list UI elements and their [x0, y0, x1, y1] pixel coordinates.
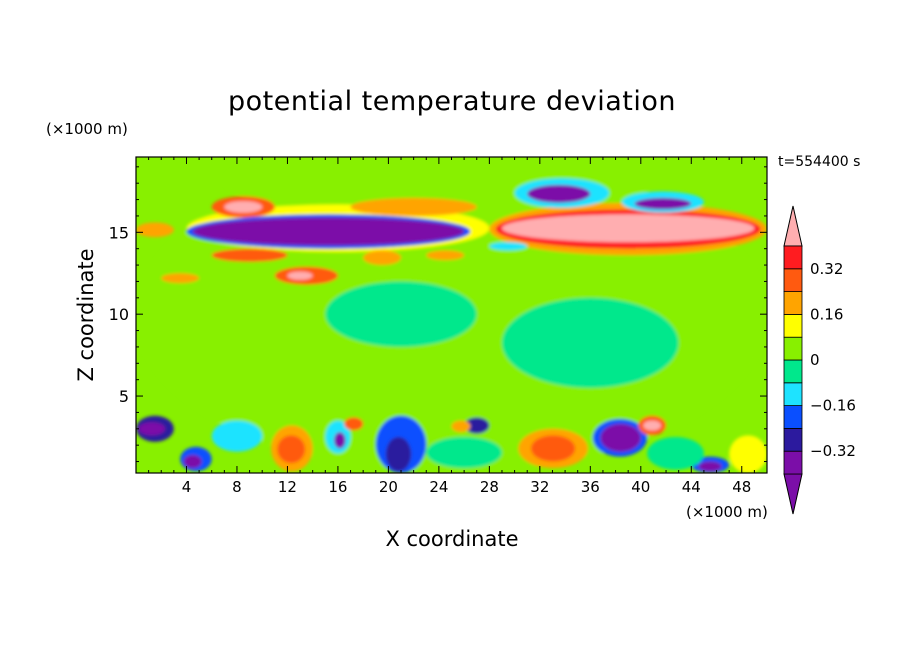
- colorbar-extend-high: [783, 205, 803, 247]
- x-tick-label: 44: [682, 478, 701, 496]
- contour-blob-15: [161, 273, 200, 284]
- field-blobs: [136, 157, 767, 473]
- colorbar: 0.32 0.16 0 −0.16 −0.32: [783, 205, 856, 515]
- contour-blob-44: [643, 420, 661, 431]
- colorbar-box: [783, 405, 803, 429]
- colorbar-box: [783, 245, 803, 270]
- contour-blob-1: [136, 281, 237, 364]
- x-tick-label: 40: [631, 478, 650, 496]
- colorbar-box: [783, 359, 803, 384]
- contour-blob-11: [136, 222, 174, 238]
- colorbar-box: [783, 336, 803, 361]
- x-tick-label: 28: [480, 478, 499, 496]
- contour-blob-47: [729, 435, 767, 473]
- contour-blob-34: [344, 417, 364, 431]
- contour-blob-38: [451, 420, 471, 433]
- y-tick-label: 10: [109, 305, 129, 324]
- colorbar-tick-label: −0.32: [810, 442, 856, 460]
- x-tick-label: 24: [429, 478, 448, 496]
- y-axis-unit: (×1000 m): [46, 120, 128, 138]
- time-label: t=554400 s: [778, 154, 861, 170]
- colorbar-tick-label: 0.32: [810, 260, 843, 278]
- colorbar-box: [783, 382, 803, 406]
- colorbar-box: [783, 268, 803, 292]
- contour-blob-10: [192, 217, 465, 246]
- contour-blob-12: [211, 248, 288, 262]
- colorbar-box: [783, 427, 803, 452]
- contour-blob-20: [501, 214, 755, 243]
- colorbar-box: [783, 313, 803, 338]
- colorbar-tick-label: 0: [810, 351, 820, 369]
- contour-blob-42: [600, 423, 641, 452]
- x-tick-label: 20: [379, 478, 398, 496]
- contour-blob-29: [183, 454, 202, 469]
- contour-blob-7: [224, 201, 263, 213]
- contour-blob-4: [224, 158, 364, 203]
- colorbar-box: [783, 291, 803, 315]
- contour-blob-25: [489, 242, 528, 251]
- contour-blob-16: [363, 250, 402, 266]
- x-tick-label: 48: [732, 478, 751, 496]
- colorbar-tick-label: −0.16: [810, 397, 856, 415]
- colorbar-tick-label: 0.16: [810, 305, 843, 323]
- contour-blob-33: [334, 432, 346, 449]
- contour-blob-3: [501, 297, 679, 388]
- x-axis-label: X coordinate: [385, 527, 519, 551]
- contour-field: [136, 157, 767, 473]
- contour-blob-31: [277, 435, 306, 464]
- contour-blob-8: [350, 197, 477, 216]
- x-tick-label: 4: [182, 478, 192, 496]
- colorbar-box: [783, 450, 803, 475]
- contour-blob-40: [531, 435, 576, 462]
- contour-blob-14: [287, 271, 313, 280]
- contour-blob-37: [464, 417, 490, 434]
- contour-blob-2: [325, 281, 477, 347]
- contour-blob-36: [385, 436, 412, 472]
- x-tick-label: 32: [530, 478, 549, 496]
- contour-blob-46: [698, 461, 722, 472]
- contour-blob-24: [634, 197, 692, 210]
- contour-blob-49: [426, 436, 502, 469]
- x-tick-label: 16: [328, 478, 347, 496]
- y-tick-label: 15: [109, 223, 129, 242]
- contour-blob-50: [647, 436, 704, 470]
- contour-blob-22: [527, 184, 591, 203]
- x-axis-unit: (×1000 m): [686, 503, 768, 521]
- colorbar-extend-low: [783, 473, 803, 515]
- contour-blob-17: [426, 250, 465, 261]
- y-tick-label: 5: [119, 387, 129, 406]
- chart-title: potential temperature deviation: [228, 86, 676, 117]
- x-tick-label: 36: [581, 478, 600, 496]
- x-tick-label: 8: [232, 478, 242, 496]
- contour-blob-48: [211, 420, 263, 452]
- contour-blob-27: [138, 422, 166, 436]
- x-tick-label: 12: [278, 478, 297, 496]
